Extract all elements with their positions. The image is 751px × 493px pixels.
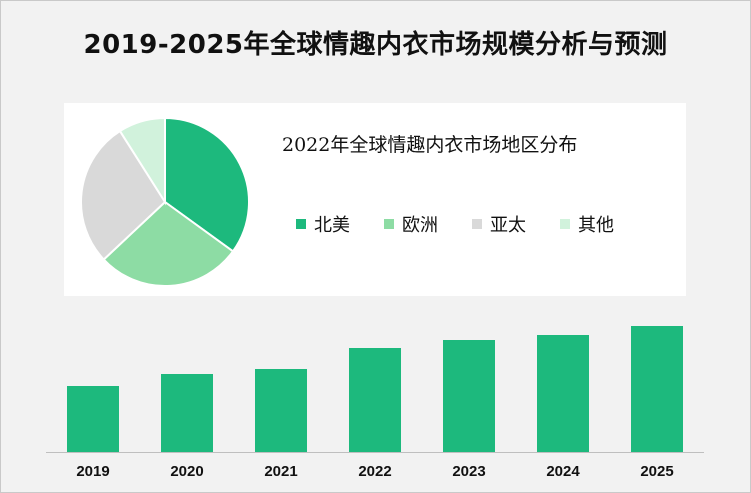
legend-label: 亚太 bbox=[490, 215, 526, 236]
legend-item: 欧洲 bbox=[384, 211, 438, 237]
legend-label: 北美 bbox=[314, 215, 350, 236]
legend-item: 亚太 bbox=[472, 211, 526, 237]
pie-slice-北美 bbox=[164, 116, 250, 253]
legend-swatch bbox=[560, 219, 570, 229]
legend-swatch bbox=[296, 219, 306, 229]
bar-2022 bbox=[349, 348, 401, 452]
pie-legend: 北美 欧洲 亚太 其他 bbox=[296, 211, 648, 237]
x-tick-label: 2024 bbox=[546, 463, 580, 480]
bar-2023 bbox=[443, 340, 495, 452]
legend-item: 其他 bbox=[560, 211, 614, 237]
legend-swatch bbox=[472, 219, 482, 229]
bar-2025 bbox=[631, 326, 683, 452]
pie-slice-欧洲 bbox=[102, 200, 235, 287]
bar-2020 bbox=[161, 374, 213, 452]
pie-panel: 2022年全球情趣内衣市场地区分布 北美 欧洲 亚太 其他 bbox=[64, 103, 686, 296]
pie-title: 2022年全球情趣内衣市场地区分布 bbox=[282, 134, 578, 156]
legend-item: 北美 bbox=[296, 211, 350, 237]
bar-2021 bbox=[255, 369, 307, 452]
pie-chart bbox=[80, 116, 250, 287]
x-tick-label: 2022 bbox=[358, 463, 391, 480]
bar-2019 bbox=[67, 386, 119, 452]
x-tick-label: 2020 bbox=[170, 463, 203, 480]
legend-swatch bbox=[384, 219, 394, 229]
x-tick-label: 2023 bbox=[452, 463, 485, 480]
x-tick-label: 2025 bbox=[640, 463, 673, 480]
bar-chart: 2019 2020 2021 2022 2023 2024 2025 bbox=[46, 326, 704, 480]
bar-2024 bbox=[537, 335, 589, 452]
x-tick-label: 2021 bbox=[264, 463, 297, 480]
page-title: 2019-2025年全球情趣内衣市场规模分析与预测 bbox=[83, 30, 668, 60]
legend-label: 其他 bbox=[578, 215, 614, 236]
pie-slice-亚太 bbox=[80, 129, 167, 261]
legend-label: 欧洲 bbox=[402, 215, 438, 236]
pie-slice-其他 bbox=[118, 116, 166, 206]
x-tick-label: 2019 bbox=[76, 463, 109, 480]
